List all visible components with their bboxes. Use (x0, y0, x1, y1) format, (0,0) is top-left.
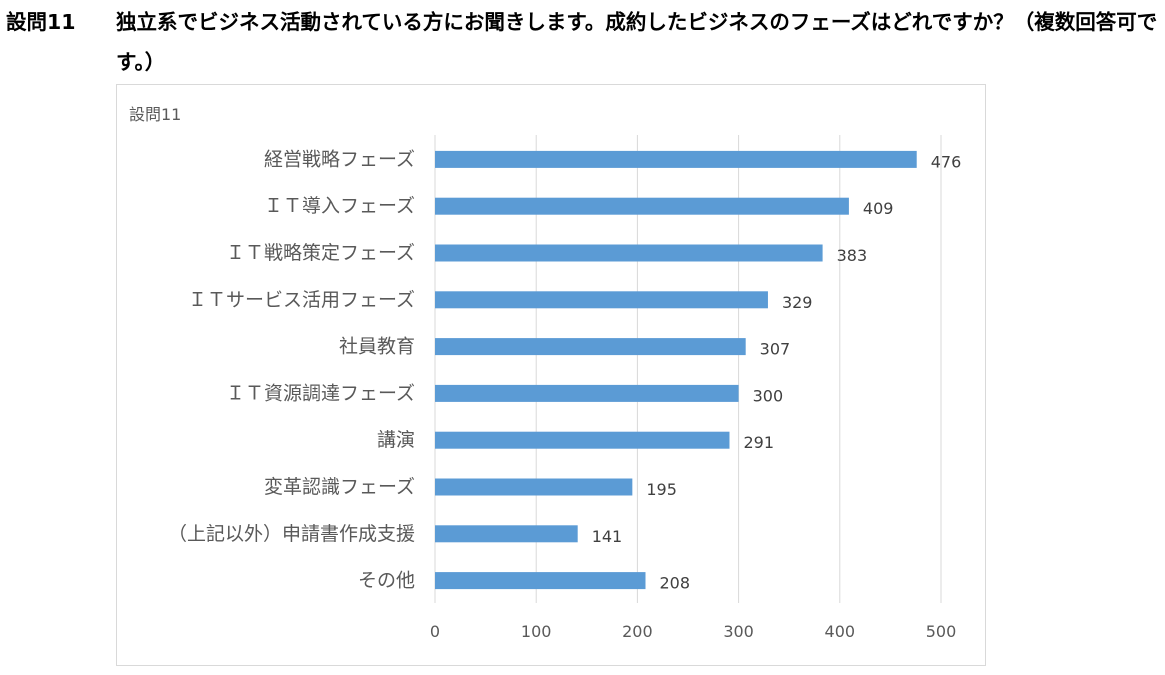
x-tick-label: 200 (622, 622, 653, 641)
category-label: ＩＴサービス活用フェーズ (188, 289, 415, 311)
bars (435, 150, 917, 590)
category-label: 経営戦略フェーズ (264, 148, 415, 170)
x-tick-label: 300 (723, 622, 754, 641)
x-tick-label: 400 (825, 622, 856, 641)
bar (435, 291, 768, 309)
category-label: ＩＴ戦略策定フェーズ (226, 242, 415, 264)
bar (435, 197, 849, 215)
data-label: 195 (646, 480, 677, 499)
bar (435, 244, 823, 262)
data-label: 383 (837, 246, 868, 265)
bar (435, 431, 730, 449)
bar (435, 572, 646, 590)
data-label: 476 (931, 152, 962, 171)
category-label: 変革認識フェーズ (264, 476, 415, 498)
bar-chart: 設問11 経営戦略フェーズ ＩＴ導入フェーズ ＩＴ戦略策定フェーズ ＩＴサービス活用フ… (129, 105, 962, 641)
x-tick-label: 500 (926, 622, 957, 641)
x-tick-label: 0 (430, 622, 440, 641)
category-label: ＩＴ資源調達フェーズ (226, 382, 415, 404)
category-label: ＩＴ導入フェーズ (264, 195, 415, 217)
question-number: 設問11 (6, 10, 76, 34)
category-label: 講演 (377, 429, 415, 451)
data-label: 300 (753, 386, 784, 405)
x-axis-ticks: 0 100 200 300 400 500 (430, 622, 956, 641)
chart-title: 設問11 (129, 105, 181, 124)
category-label: その他 (358, 570, 415, 592)
x-tick-label: 100 (521, 622, 552, 641)
category-label: 社員教育 (339, 336, 415, 358)
data-label: 291 (743, 433, 774, 452)
data-labels: 476 409 383 329 307 300 291 195 141 208 (592, 152, 962, 592)
category-label: （上記以外）申請書作成支援 (168, 523, 415, 545)
bar (435, 525, 578, 543)
bar (435, 478, 633, 496)
bar (435, 384, 739, 402)
chart-frame: 設問11 経営戦略フェーズ ＩＴ導入フェーズ ＩＴ戦略策定フェーズ ＩＴサービス活用フ… (116, 84, 986, 666)
data-label: 409 (863, 199, 894, 218)
data-label: 208 (659, 574, 690, 593)
data-label: 329 (782, 293, 813, 312)
data-label: 141 (592, 527, 623, 546)
bar (435, 338, 746, 356)
data-label: 307 (760, 340, 791, 359)
question-text: 独立系でビジネス活動されている方にお聞きします。成約したビジネスのフェーズはどれ… (116, 10, 1158, 74)
category-labels: 経営戦略フェーズ ＩＴ導入フェーズ ＩＴ戦略策定フェーズ ＩＴサービス活用フェーズ社員… (168, 148, 415, 591)
bar (435, 150, 917, 168)
